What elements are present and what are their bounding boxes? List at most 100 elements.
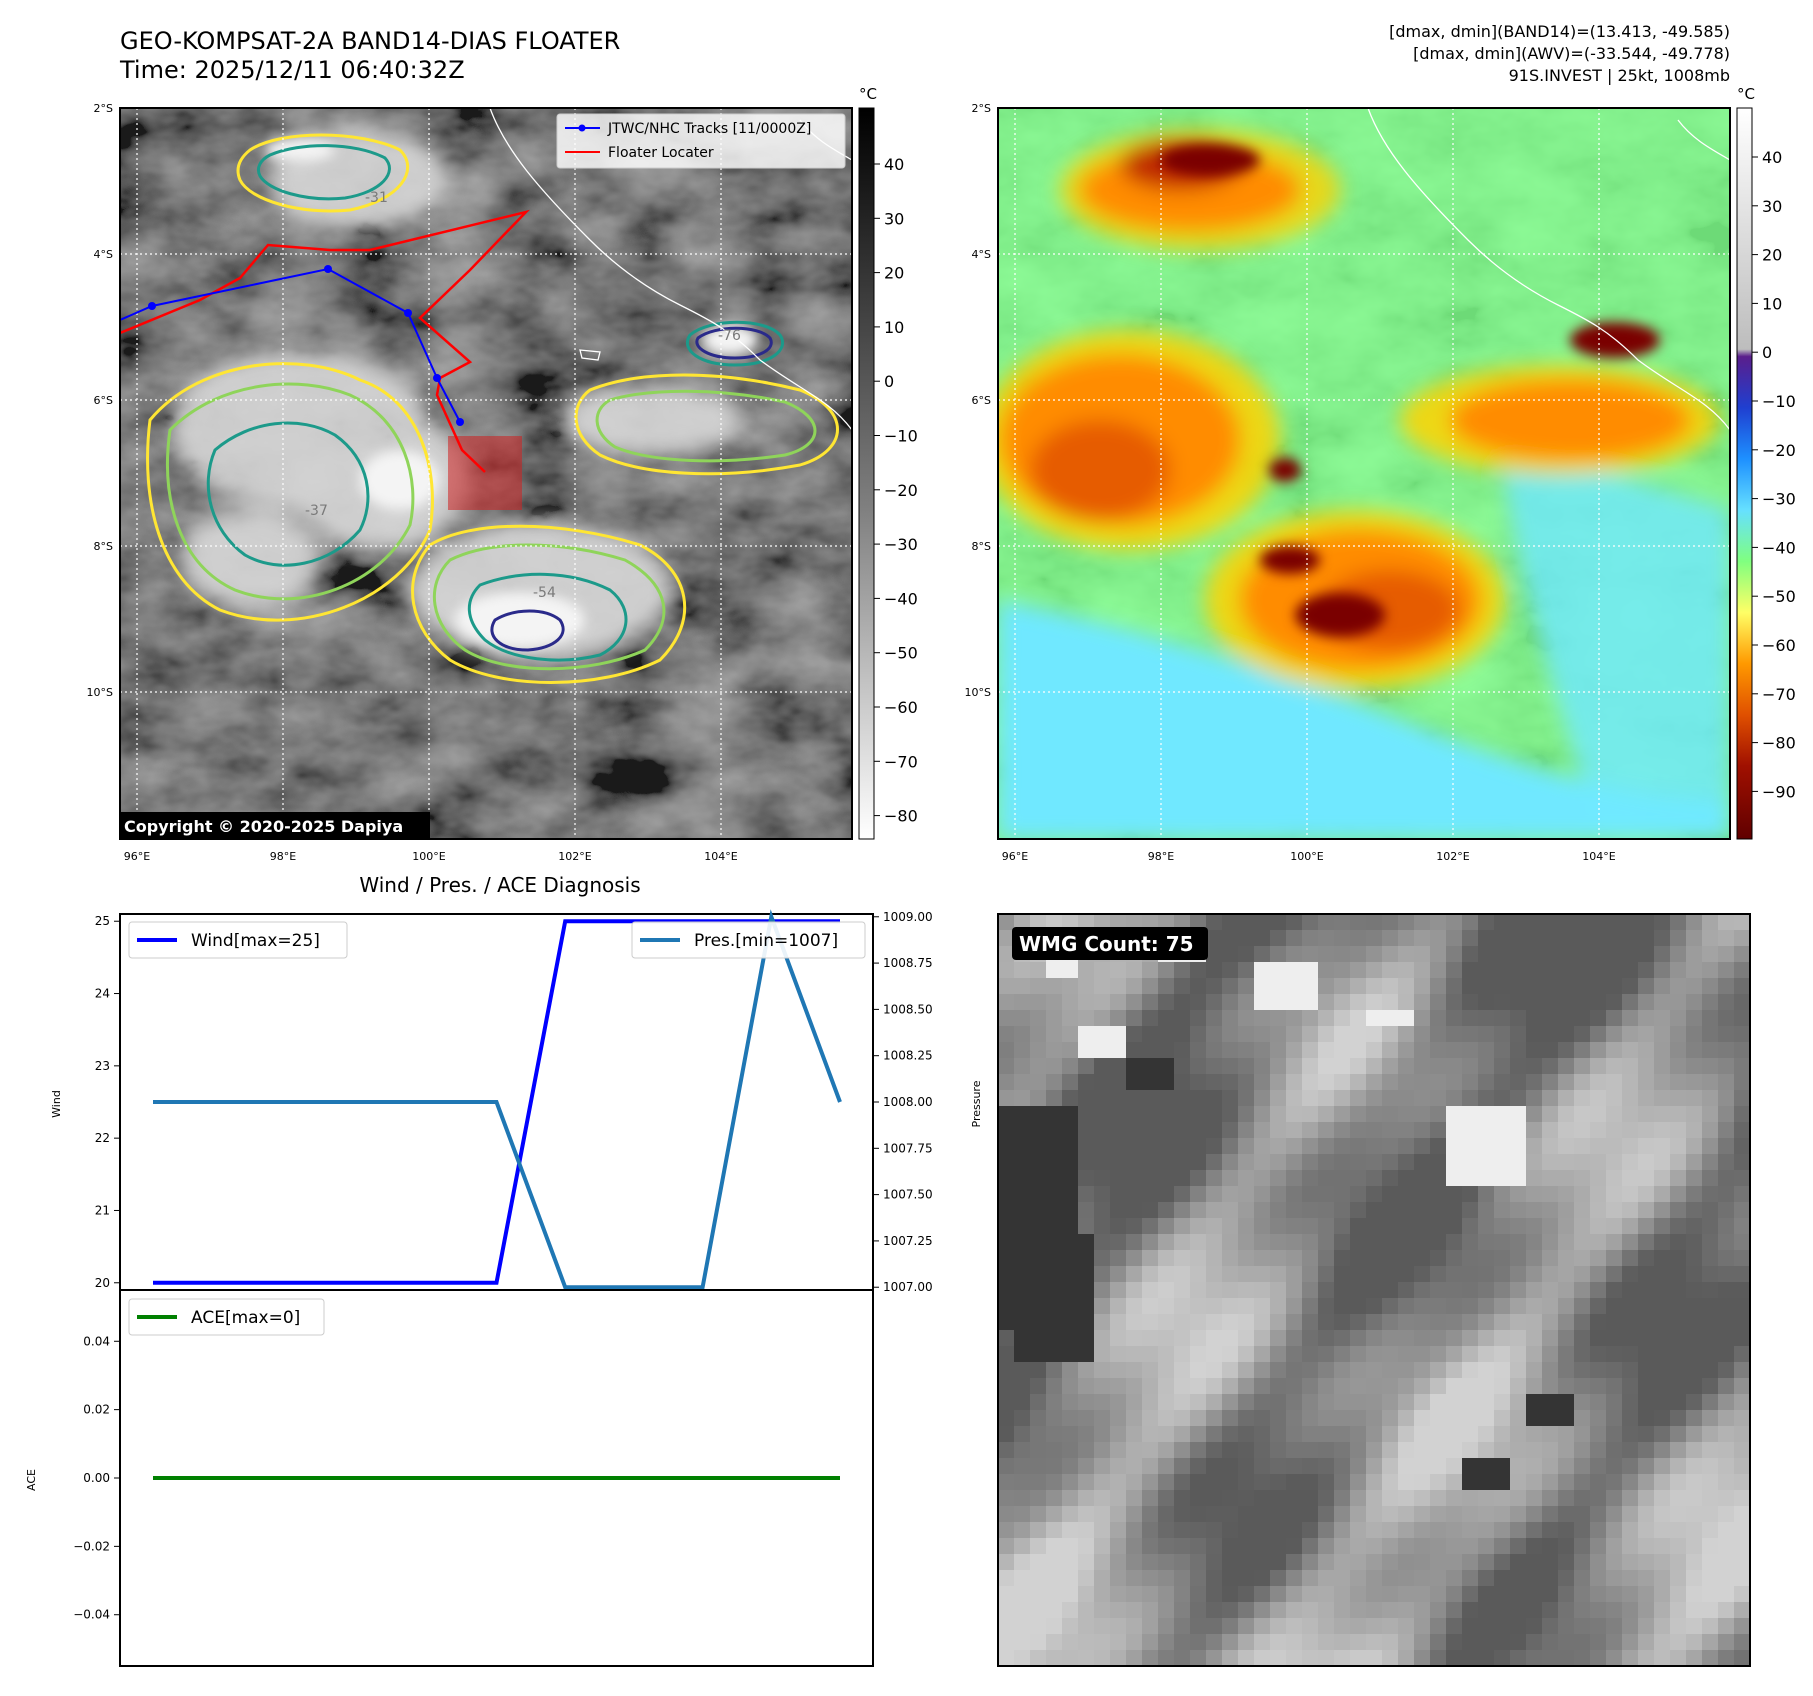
colorbar-tick-label: 10 <box>884 318 904 337</box>
lon-label: 104°E <box>704 850 737 863</box>
colorbar1-unit: °C <box>859 85 877 103</box>
contour-label: -37 <box>305 503 328 519</box>
colorbar-tick-label: 0 <box>884 372 894 391</box>
colorbar-tick-label: −90 <box>1762 782 1796 801</box>
colorbar-tick-label: −40 <box>884 589 918 608</box>
ir-map-panel: -31 -37 -54 -76 Copyright © 2020-2025 Da… <box>87 102 853 863</box>
contour-label: -76 <box>718 328 741 344</box>
figure-time: Time: 2025/12/11 06:40:32Z <box>120 56 465 84</box>
jtwc-track-line <box>120 267 461 423</box>
axis-tick-label: 25 <box>95 914 110 928</box>
wind-legend-label: Wind[max=25] <box>191 931 320 951</box>
colorbar-tick-label: 20 <box>1762 246 1782 265</box>
floater-box <box>448 436 522 510</box>
colorbar-tick-label: 40 <box>884 155 904 174</box>
lat-label: 2°S <box>94 102 113 115</box>
contour-label: -31 <box>365 190 388 206</box>
colorbar-tick-label: −40 <box>1762 538 1796 557</box>
ace-chart: 0.04 0.02 0.00 −0.02 −0.04 ACE ACE[max=0] <box>25 1289 874 1667</box>
colorbar-tick-label: −10 <box>884 427 918 446</box>
legend-floater-label: Floater Locater <box>608 145 714 161</box>
map-legend: JTWC/NHC Tracks [11/0000Z] Floater Locat… <box>556 113 846 169</box>
colorbar-tick-label: −30 <box>884 535 918 554</box>
axis-tick-label: 1009.00 <box>883 910 933 924</box>
copyright-text: Copyright © 2020-2025 Dapiya <box>124 817 403 836</box>
pressure-legend-label: Pres.[min=1007] <box>694 931 838 951</box>
wmg-count-box <box>1012 927 1208 960</box>
jtwc-track-points <box>148 265 464 426</box>
axis-tick-label: 20 <box>95 1276 110 1290</box>
diagnosis-title: Wind / Pres. / ACE Diagnosis <box>359 873 640 897</box>
figure-title: GEO-KOMPSAT-2A BAND14-DIAS FLOATER <box>120 27 621 55</box>
wind-pressure-chart: 25 24 23 22 21 20 1009.00 1008.75 1008.50 1008.2… <box>50 909 983 1294</box>
storm-info: 91S.INVEST | 25kt, 1008mb <box>1508 66 1730 85</box>
colorbar-tick-label: −70 <box>1762 685 1796 704</box>
ace-legend: ACE[max=0] <box>128 1298 325 1336</box>
axis-tick-label: 21 <box>95 1203 110 1217</box>
axis-tick-label: 0.02 <box>83 1403 110 1417</box>
axis-tick-label: 1007.00 <box>883 1280 933 1294</box>
axis-tick-label: 1007.75 <box>883 1141 933 1155</box>
lon-label: 100°E <box>412 850 445 863</box>
colorbar-grayscale: °C 40 30 20 10 0 −10 −20 −30 −40 −50 −60 −70 −80 <box>858 85 918 840</box>
lat-label: 8°S <box>972 540 991 553</box>
axis-tick-label: 1008.00 <box>883 1095 933 1109</box>
lon-label: 96°E <box>124 850 150 863</box>
lon-label: 102°E <box>558 850 591 863</box>
colorbar-tick-label: −10 <box>1762 392 1796 411</box>
legend-jtwc-label: JTWC/NHC Tracks [11/0000Z] <box>607 121 811 137</box>
lat-label: 8°S <box>94 540 113 553</box>
wind-legend: Wind[max=25] <box>128 921 348 959</box>
axis-tick-label: 1008.25 <box>883 1049 933 1063</box>
colorbar-tick-label: 0 <box>1762 343 1772 362</box>
awv-range: [dmax, dmin](AWV)=(-33.544, -49.778) <box>1413 44 1730 63</box>
lat-label: 2°S <box>972 102 991 115</box>
axis-tick-label: 0.00 <box>83 1471 110 1485</box>
axis-tick-label: 23 <box>95 1059 110 1073</box>
lat-label: 6°S <box>972 394 991 407</box>
colorbar-tick-label: −20 <box>884 481 918 500</box>
wind-axis-label: Wind <box>50 1090 63 1118</box>
lat-label: 6°S <box>94 394 113 407</box>
wmg-count-label: WMG Count: 75 <box>1019 932 1194 956</box>
colorbar-tick-label: −80 <box>1762 734 1796 753</box>
colorbar-tick-label: −50 <box>884 644 918 663</box>
wind-series-line <box>153 919 840 1285</box>
colorbar-tick-label: −20 <box>1762 441 1796 460</box>
wmg-panel: WMG Count: 75 <box>997 913 1751 1667</box>
lon-label: 102°E <box>1436 850 1469 863</box>
lat-label: 4°S <box>94 248 113 261</box>
lat-label: 10°S <box>965 686 991 699</box>
colorbar-tick-label: 20 <box>884 264 904 283</box>
lon-label: 98°E <box>1148 850 1174 863</box>
ace-axis-label: ACE <box>25 1469 38 1491</box>
colorbar-tick-label: −60 <box>884 698 918 717</box>
axis-tick-label: 1008.50 <box>883 1002 933 1016</box>
floater-locater-line <box>120 209 530 473</box>
pressure-axis-label: Pressure <box>970 1080 983 1127</box>
colorbar-tick-label: −60 <box>1762 636 1796 655</box>
colorbar-tick-label: 30 <box>1762 197 1782 216</box>
axis-tick-label: 0.04 <box>83 1334 110 1348</box>
axis-tick-label: −0.04 <box>73 1608 110 1622</box>
axis-tick-label: 1007.50 <box>883 1188 933 1202</box>
pressure-series-line <box>153 909 842 1290</box>
axis-tick-label: 22 <box>95 1131 110 1145</box>
lat-label: 4°S <box>972 248 991 261</box>
pressure-legend: Pres.[min=1007] <box>631 921 866 959</box>
colorbar-enhanced: °C 40 30 20 10 0 −10 −20 −30 −40 −50 −60 −70 −80 −90 <box>1736 85 1796 840</box>
colorbar-tick-label: 10 <box>1762 294 1782 313</box>
axis-tick-label: 1007.25 <box>883 1234 933 1248</box>
colorbar-tick-label: −80 <box>884 807 918 826</box>
axis-tick-label: 1008.75 <box>883 956 933 970</box>
lon-label: 104°E <box>1582 850 1615 863</box>
lon-label: 96°E <box>1002 850 1028 863</box>
lat-label: 10°S <box>87 686 113 699</box>
band14-range: [dmax, dmin](BAND14)=(13.413, -49.585) <box>1389 22 1730 41</box>
colorbar-tick-label: 30 <box>884 209 904 228</box>
colorbar-tick-label: −70 <box>884 752 918 771</box>
colorbar-tick-label: −30 <box>1762 490 1796 509</box>
colorbar2-unit: °C <box>1737 85 1755 103</box>
copyright-box <box>120 812 430 839</box>
